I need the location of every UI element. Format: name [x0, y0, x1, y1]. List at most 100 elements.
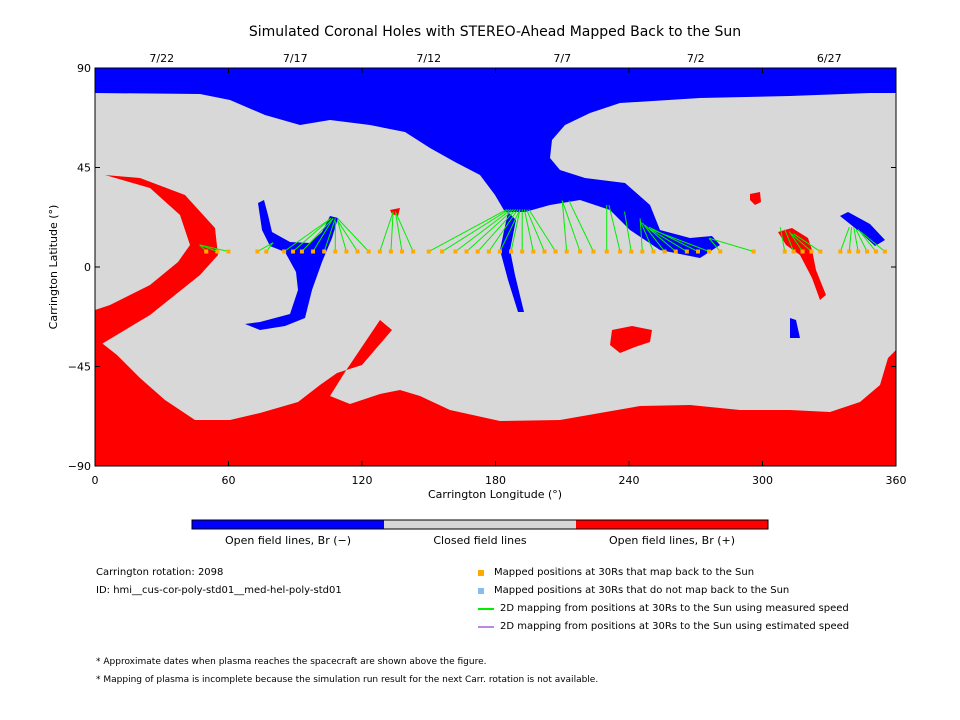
x-tick-label: 180 [485, 474, 506, 487]
mapping-line [788, 231, 803, 252]
mapped-point [651, 249, 656, 254]
mapped-point [426, 249, 431, 254]
footnote-dates: * Approximate dates when plasma reaches … [96, 657, 487, 667]
mapping-line [337, 220, 358, 252]
mapping-line [708, 237, 754, 253]
mapping-line [292, 217, 332, 252]
mapped-point [226, 249, 231, 254]
mapping-line [860, 231, 886, 252]
legend-label: Mapped positions at 30Rs that map back t… [494, 567, 755, 578]
mapped-point [322, 249, 327, 254]
y-axis: 90 45 0 −45 −90 [68, 62, 896, 473]
legend-item-measured-speed: 2D mapping from positions at 30Rs to the… [478, 603, 849, 614]
mapped-point [707, 249, 712, 254]
colorbar-closed [384, 520, 576, 529]
mapping-line [853, 227, 859, 252]
mapped-point [553, 249, 558, 254]
mapped-point [388, 249, 393, 254]
mapping-line [561, 200, 568, 252]
colorbar-label-closed: Closed field lines [433, 534, 527, 547]
mapping-line [639, 218, 643, 252]
top-date-label: 6/27 [817, 52, 842, 65]
mapping-line [639, 220, 654, 252]
mapped-point [475, 249, 480, 254]
x-axis-label: Carrington Longitude (°) [428, 488, 562, 501]
mapped-point [291, 249, 296, 254]
mapped-point [333, 249, 338, 254]
top-date-label: 7/12 [416, 52, 441, 65]
footnote-incomplete: * Mapping of plasma is incomplete becaus… [96, 675, 599, 685]
mapping-line [441, 209, 510, 252]
plot-area [95, 68, 896, 466]
green-line-icon [478, 607, 494, 610]
x-axis: 0 60 120 180 240 300 360 [92, 68, 907, 487]
mapping-line [848, 227, 852, 252]
mapping-line [708, 237, 721, 252]
mapped-point [809, 249, 814, 254]
mapped-point [847, 249, 852, 254]
mapping-line [466, 209, 514, 252]
mapping-line [646, 226, 688, 252]
top-date-label: 7/22 [149, 52, 174, 65]
mapping-line [390, 211, 394, 252]
red-patch-lon-240 [610, 326, 652, 353]
mapped-point [453, 249, 458, 254]
mapping-line [561, 200, 581, 252]
blue-arc-lon-80 [245, 200, 338, 330]
blue-patch-lon-343 [840, 212, 885, 246]
mapped-point [299, 249, 304, 254]
x-tick-label: 240 [619, 474, 640, 487]
colorbar [191, 519, 769, 530]
mapped-point [520, 249, 525, 254]
mapped-point [355, 249, 360, 254]
mapping-line [791, 233, 812, 252]
mapped-point [464, 249, 469, 254]
mapping-line [394, 211, 403, 252]
mapped-point [509, 249, 514, 254]
mapped-point [497, 249, 502, 254]
mapping-line [312, 218, 334, 252]
mapped-point [591, 249, 596, 254]
mapping-line [855, 229, 868, 252]
red-west-arm [95, 175, 218, 350]
mapped-point [440, 249, 445, 254]
colorbar-negative [192, 520, 384, 529]
colorbar-positive [576, 520, 768, 529]
mapped-point [282, 249, 287, 254]
legend-item-estimated-speed: 2D mapping from positions at 30Rs to the… [478, 621, 849, 632]
mapping-line [477, 209, 516, 252]
x-tick-label: 60 [222, 474, 236, 487]
x-tick-label: 360 [886, 474, 907, 487]
mapping-line [528, 209, 556, 252]
mapped-point [873, 249, 878, 254]
mapped-point [542, 249, 547, 254]
mapped-point [865, 249, 870, 254]
mapped-point [564, 249, 569, 254]
mapping-line [283, 217, 332, 252]
mapping-line [428, 209, 507, 252]
colorbar-frame [191, 519, 769, 530]
y-axis-label: Carrington Latitude (°) [47, 205, 60, 330]
mapped-point [791, 249, 796, 254]
x-tick-label: 300 [752, 474, 773, 487]
mapped-point [486, 249, 491, 254]
colorbar-label-negative: Open field lines, Br (−) [224, 534, 352, 547]
mapping-line [394, 211, 414, 252]
mapping-line [257, 242, 274, 252]
mapped-point [311, 249, 316, 254]
y-tick-label: 0 [84, 261, 91, 274]
mapping-line [301, 218, 334, 252]
mapping-lines [199, 200, 886, 253]
mapped-point [662, 249, 667, 254]
mapping-line [499, 209, 521, 252]
mapping-line [793, 233, 821, 252]
chart-title: Simulated Coronal Holes with STEREO-Ahea… [249, 24, 741, 40]
mapped-point [255, 249, 260, 254]
mapped-point [640, 249, 645, 254]
purple-line-icon [478, 625, 494, 628]
mapping-line [608, 204, 621, 252]
legend-item-mapped-back: Mapped positions at 30Rs that map back t… [478, 567, 754, 578]
mapped-point [673, 249, 678, 254]
mapping-line [523, 209, 534, 252]
